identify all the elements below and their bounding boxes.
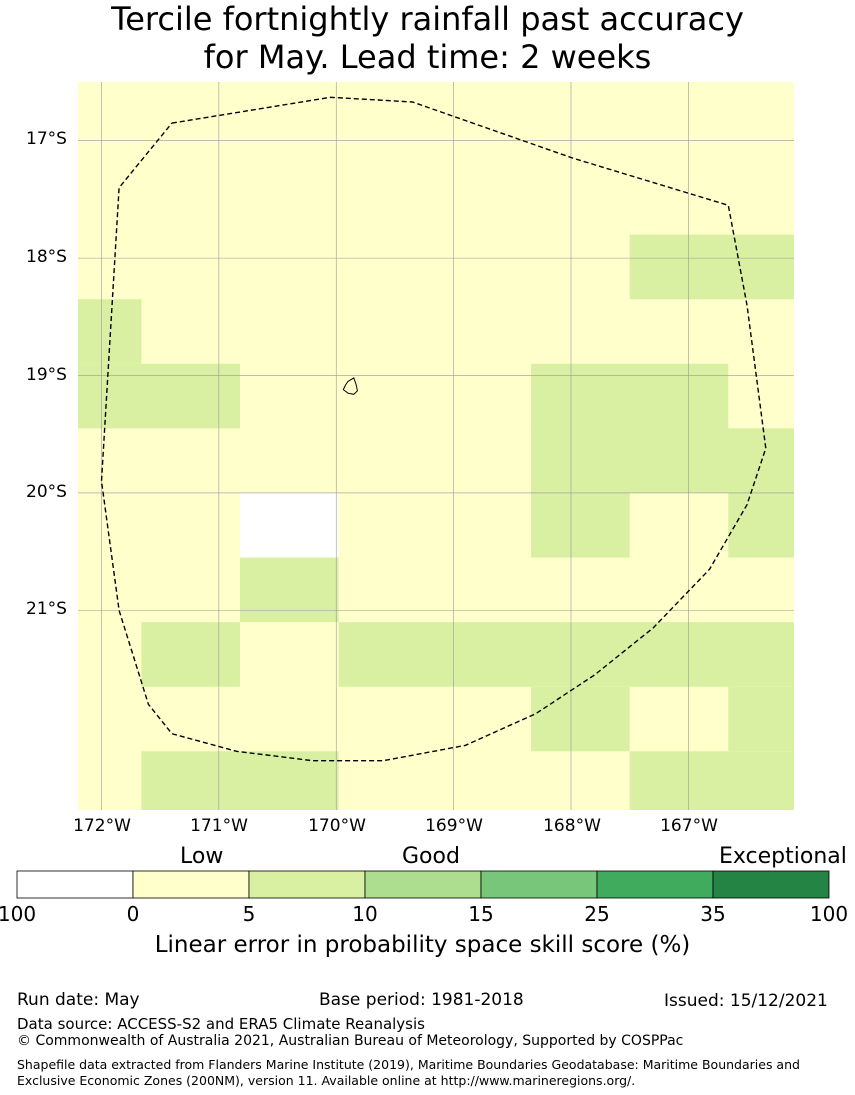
lon-label-167w: 167°W: [660, 816, 718, 836]
map-cell-good: [531, 492, 630, 558]
map-cell-good: [141, 622, 240, 687]
colorbar-category-low: Low: [180, 844, 224, 869]
lat-label-18s: 18°S: [26, 247, 67, 267]
map-cell-good: [728, 492, 794, 558]
lat-label-20s: 20°S: [26, 482, 67, 502]
colorbar-segment: [712, 870, 830, 899]
colorbar-tick: 35: [700, 902, 726, 926]
copyright: © Commonwealth of Australia 2021, Austra…: [17, 1033, 684, 1049]
map-cell-good: [78, 299, 142, 364]
colorbar-tick: 0: [126, 902, 140, 926]
colorbar-segment: [480, 870, 598, 899]
map-cell-good: [531, 363, 729, 429]
map-cell-good: [531, 428, 794, 493]
shapefile-credit: Shapefile data extracted from Flanders M…: [17, 1057, 800, 1088]
colorbar: [16, 870, 830, 899]
lon-label-171w: 171°W: [190, 816, 248, 836]
colorbar-tick: 100: [0, 902, 37, 926]
colorbar-label: Linear error in probability space skill …: [154, 932, 691, 958]
colorbar-segment: [364, 870, 482, 899]
map-cell-missing: [239, 492, 339, 558]
colorbar-tick: 10: [352, 902, 378, 926]
map-cells: [78, 234, 794, 810]
map-cell-good: [338, 622, 794, 687]
map-cell-good: [728, 686, 794, 752]
title-line-1: Tercile fortnightly rainfall past accura…: [111, 0, 744, 38]
data-source: Data source: ACCESS-S2 and ERA5 Climate …: [17, 1015, 425, 1033]
map-cell-good: [141, 751, 339, 810]
map-cell-good: [629, 751, 794, 810]
lon-label-172w: 172°W: [73, 816, 131, 836]
lat-label-17s: 17°S: [26, 129, 67, 149]
title-line-2: for May. Lead time: 2 weeks: [203, 38, 652, 76]
base-period: Base period: 1981-2018: [319, 990, 524, 1010]
eez-boundary-line: [100, 96, 767, 762]
issued-date: Issued: 15/12/2021: [664, 991, 828, 1011]
colorbar-tick: 5: [242, 902, 256, 926]
map-cell-good: [629, 234, 794, 300]
colorbar-category-good: Good: [402, 844, 460, 869]
lon-label-169w: 169°W: [425, 816, 483, 836]
colorbar-segment: [596, 870, 714, 899]
map-cell-good: [239, 557, 339, 623]
chart-title: Tercile fortnightly rainfall past accura…: [0, 0, 855, 76]
colorbar-tick: 100: [809, 902, 849, 926]
colorbar-category-exceptional: Exceptional: [719, 844, 847, 869]
colorbar-segment: [132, 870, 250, 899]
lon-label-170w: 170°W: [308, 816, 366, 836]
island-outline: [342, 377, 358, 395]
map-graticule: [78, 82, 794, 810]
map-cell-good: [531, 686, 630, 752]
lon-label-168w: 168°W: [543, 816, 601, 836]
colorbar-segment: [248, 870, 366, 899]
colorbar-tick: 25: [584, 902, 610, 926]
map-cell-good: [78, 363, 240, 429]
run-date: Run date: May: [17, 990, 140, 1010]
lat-label-21s: 21°S: [26, 599, 67, 619]
lat-label-19s: 19°S: [26, 365, 67, 385]
skill-map: [78, 82, 794, 810]
colorbar-segment: [16, 870, 134, 899]
colorbar-tick: 15: [468, 902, 494, 926]
